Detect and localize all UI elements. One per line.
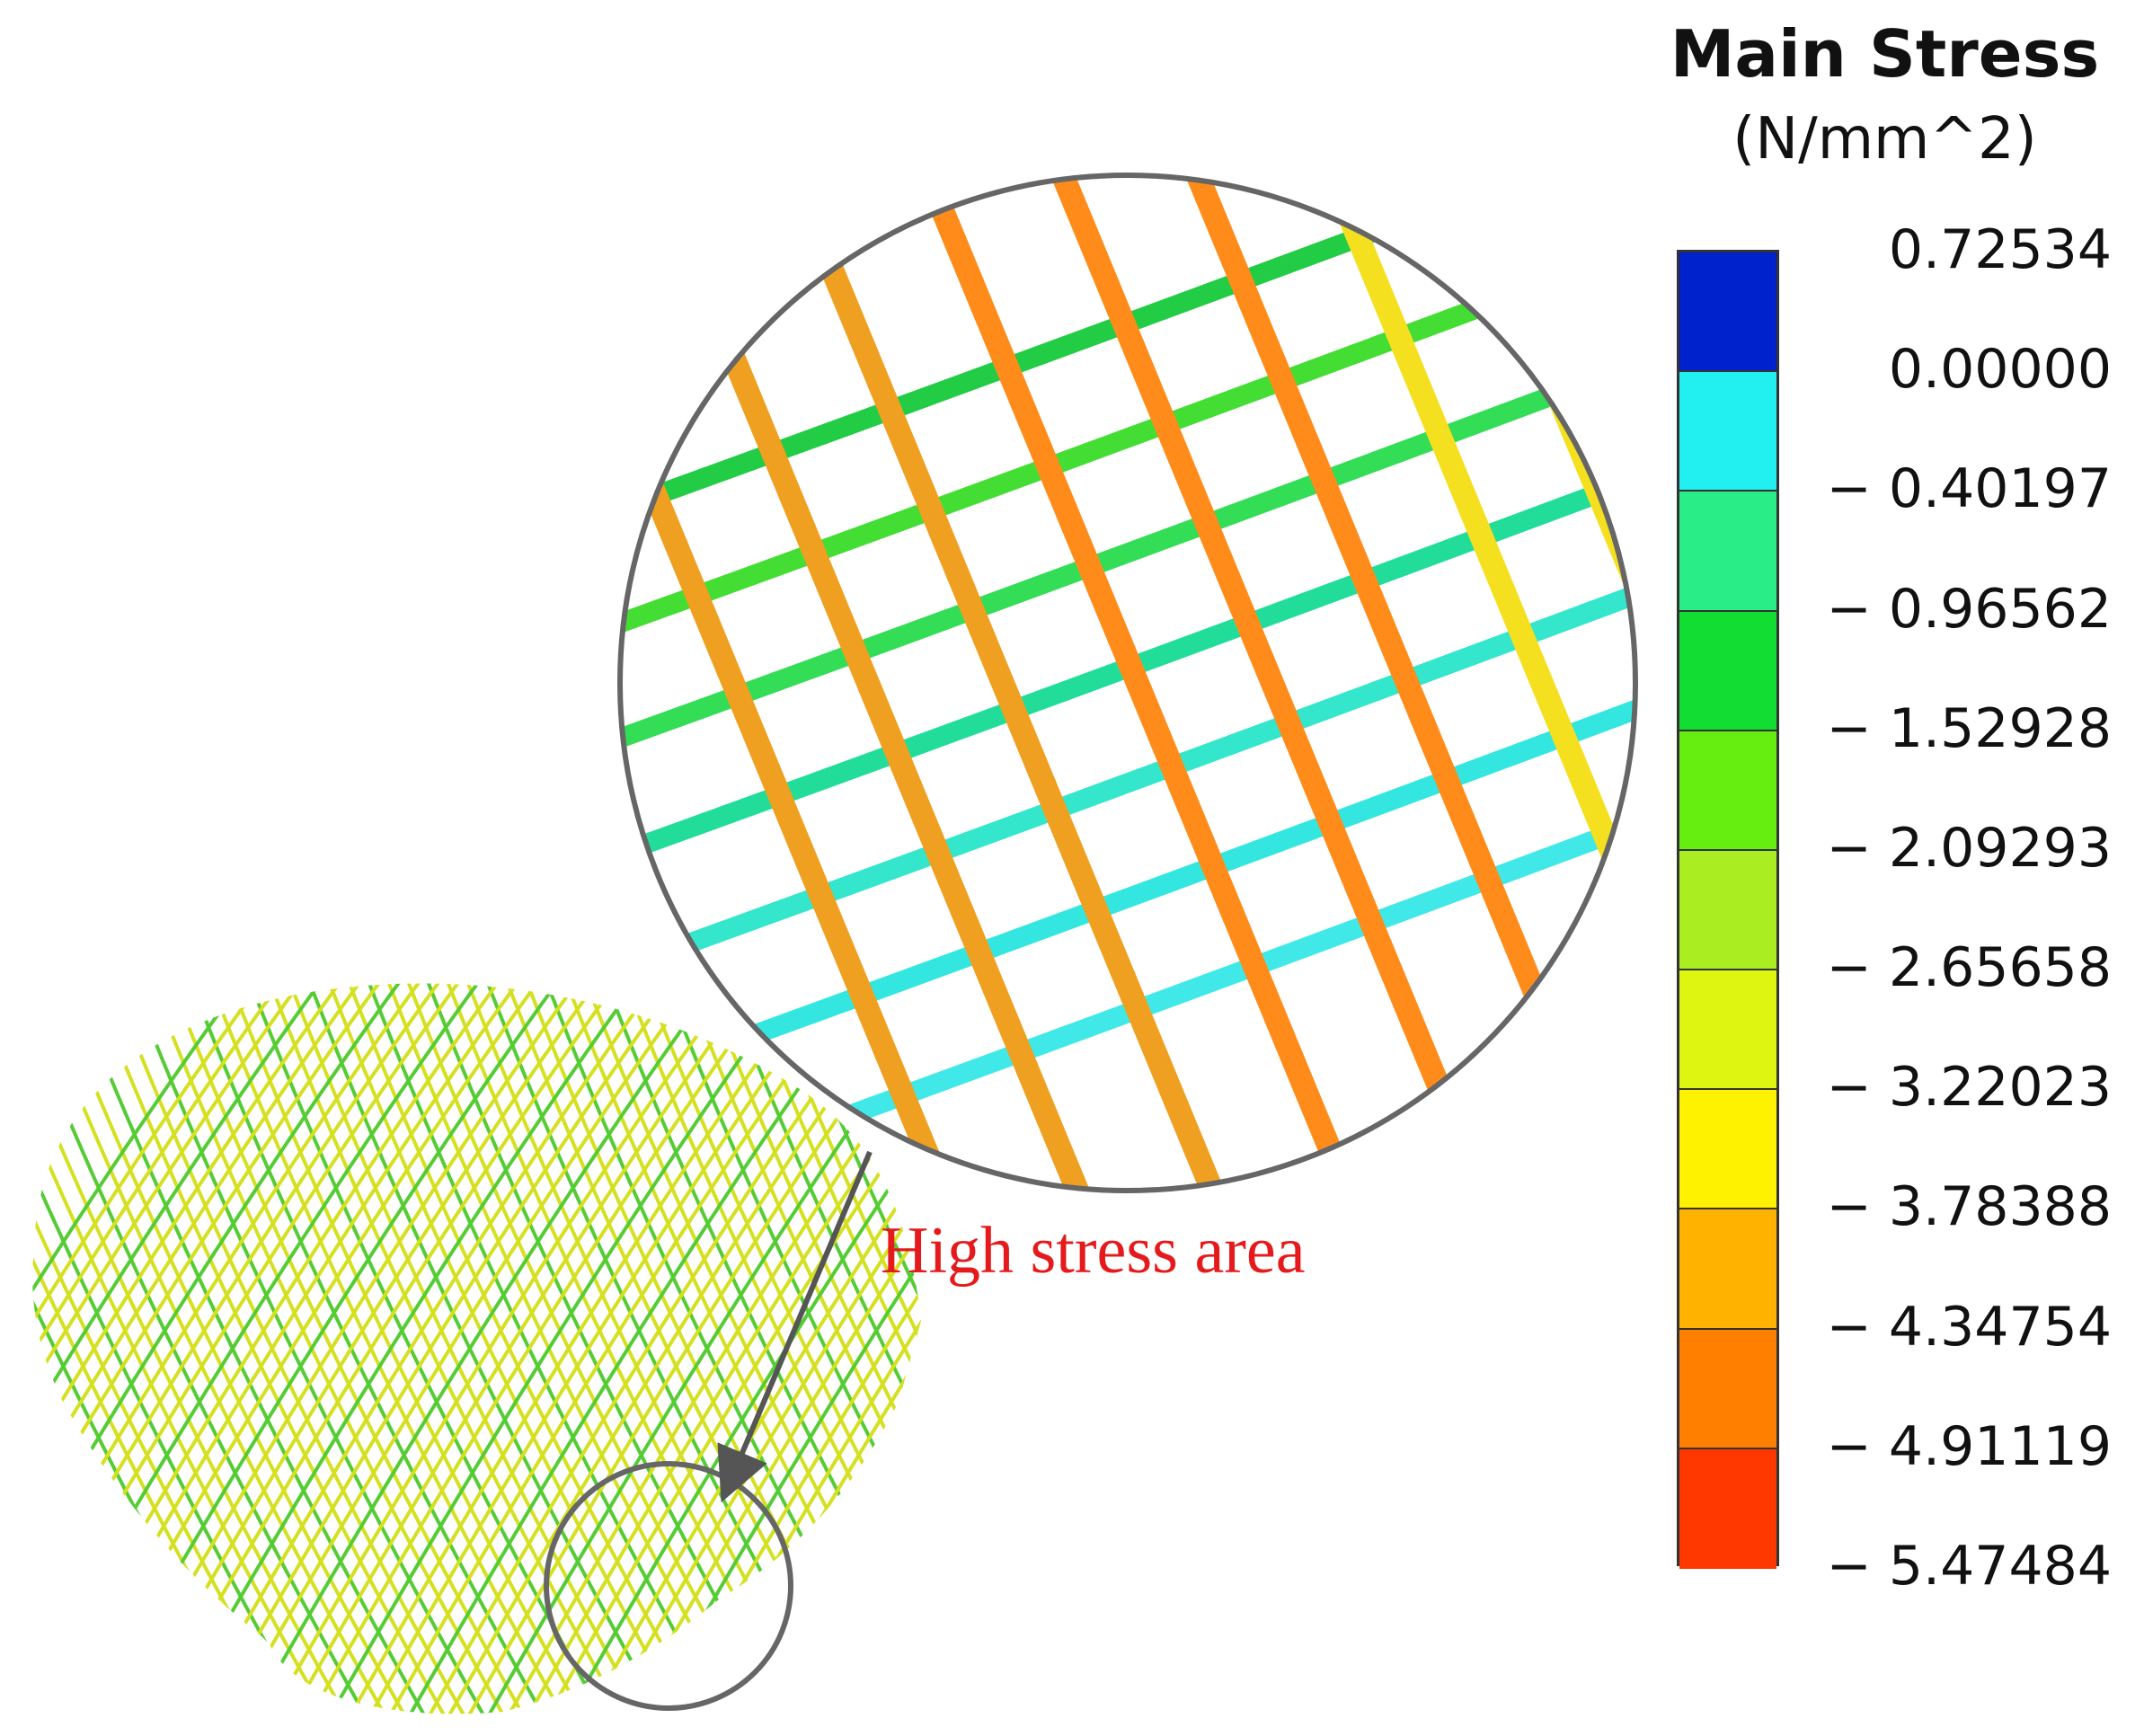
color-scale-band	[1679, 850, 1776, 971]
dome-meridian-member	[987, 943, 1364, 1734]
dome-ring-member	[239, 983, 746, 1714]
dome-ring-member	[615, 983, 922, 1714]
dome-meridian-member	[906, 983, 922, 1714]
dome-ring-member	[140, 983, 647, 1714]
color-scale-tick-label: − 1.52928	[1826, 696, 2112, 760]
dome-meridian-member	[352, 983, 733, 1714]
color-scale-band	[1679, 731, 1776, 851]
inset-meridian-member	[1300, 175, 1635, 1191]
dome-meridian-member	[748, 983, 922, 1714]
dome-meridian-member	[155, 983, 536, 1714]
color-scale-bar	[1677, 250, 1779, 1569]
dome-mesh	[32, 943, 1364, 1734]
dome-ring-member	[199, 983, 706, 1714]
dome-ring-member	[32, 983, 331, 1714]
dome-ring-member	[32, 983, 291, 1714]
inset-meridian-member	[896, 175, 1387, 1191]
dome-ring-member	[555, 983, 922, 1714]
dome-ring-member	[259, 983, 766, 1714]
color-scale-tick-label: 0.00000	[1888, 338, 2112, 402]
dome-ring-member	[496, 983, 922, 1714]
color-scale-band	[1679, 611, 1776, 731]
dome-ring-member	[160, 983, 667, 1714]
inset-ring-member	[620, 558, 1635, 991]
inset-ring-member	[620, 175, 1635, 531]
color-scale-band	[1679, 492, 1776, 612]
dome-meridian-member	[253, 983, 634, 1714]
dome-meridian-member	[649, 983, 922, 1714]
dome-ring-member	[32, 983, 410, 1714]
color-scale-tick-label: − 0.96562	[1826, 577, 2112, 641]
dome-ring-member	[516, 983, 922, 1714]
dome-meridian-member	[214, 983, 595, 1714]
color-scale-tick-label: − 5.47484	[1826, 1535, 2112, 1598]
dome-meridian-member	[886, 983, 922, 1714]
dome-ring-member	[575, 983, 922, 1714]
dome-meridian-member	[392, 983, 773, 1714]
color-scale-band	[1679, 1090, 1776, 1210]
dome-meridian-member	[32, 983, 318, 1714]
color-scale-tick-label: − 3.78388	[1826, 1175, 2112, 1239]
dome-ring-member	[634, 983, 922, 1714]
high-stress-region-circle	[544, 1461, 793, 1711]
dome-ring-member	[536, 983, 922, 1714]
dome-meridian-member	[234, 983, 615, 1714]
dome-meridian-member	[32, 983, 338, 1714]
dome-meridian-member	[194, 983, 575, 1714]
color-scale-tick-label: − 2.65658	[1826, 936, 2112, 1000]
color-scale-band	[1679, 252, 1776, 373]
legend-unit: (N/mm^2)	[1732, 106, 2037, 173]
color-scale-tick-label: 0.72534	[1888, 218, 2112, 281]
inset-ring-member	[620, 443, 1635, 876]
dome-meridian-member	[372, 983, 753, 1714]
dome-meridian-member	[174, 983, 555, 1714]
dome-meridian-member	[866, 983, 922, 1714]
inset-meridian-member	[620, 175, 982, 1191]
dome-ring-member	[32, 983, 350, 1714]
dome-ring-member	[32, 983, 370, 1714]
color-scale-band	[1679, 372, 1776, 492]
dome-ring-member	[180, 983, 687, 1714]
dome-ring-member	[595, 983, 922, 1714]
color-scale-tick-label: − 3.22023	[1826, 1056, 2112, 1120]
callout-arrow	[717, 1150, 873, 1503]
dome-meridian-member	[313, 983, 694, 1714]
inset-meridian-member	[1165, 175, 1635, 1191]
color-scale-band	[1679, 1329, 1776, 1449]
high-stress-annotation: High stress area	[881, 1214, 1306, 1288]
dome-meridian-member	[293, 983, 674, 1714]
dome-meridian-member	[273, 983, 654, 1714]
dome-meridian-member	[767, 983, 922, 1714]
dome-ring-member	[32, 983, 311, 1714]
dome-meridian-member	[135, 983, 516, 1714]
dome-ring-member	[32, 983, 390, 1714]
zoomed-inset-mesh	[620, 175, 1635, 1191]
color-scale-band	[1679, 1448, 1776, 1569]
dome-meridian-member	[629, 983, 922, 1714]
color-scale-tick-label: − 4.34754	[1826, 1295, 2112, 1359]
legend-title: Main Stress	[1670, 16, 2100, 92]
dome-ring-member	[219, 983, 726, 1714]
color-scale-band	[1679, 1209, 1776, 1330]
dome-ring-member	[32, 983, 449, 1714]
dome-ring-member	[32, 983, 430, 1714]
color-scale-tick-label: − 4.91119	[1826, 1414, 2112, 1478]
dome-meridian-member	[669, 983, 922, 1714]
color-scale-tick-label: − 2.09293	[1826, 816, 2112, 880]
inset-meridian-member	[1031, 175, 1521, 1191]
dome-meridian-member	[32, 983, 358, 1714]
color-scale-tick-label: − 0.40197	[1826, 457, 2112, 521]
zoom-inset-circle	[617, 173, 1638, 1193]
dome-meridian-member	[332, 983, 713, 1714]
color-scale-band	[1679, 970, 1776, 1091]
dome-meridian-member	[115, 983, 496, 1714]
inset-meridian-member	[761, 175, 1252, 1191]
dome-ring-member	[32, 983, 271, 1714]
